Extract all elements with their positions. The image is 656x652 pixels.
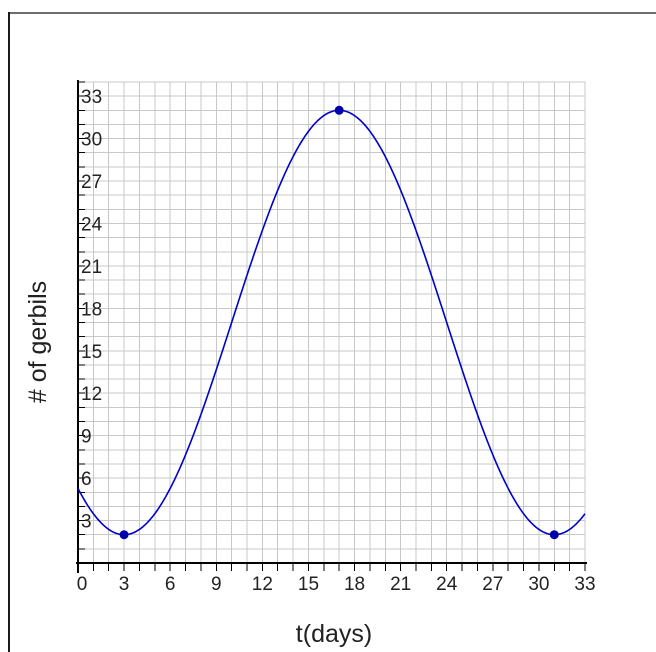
frame-top-border [8, 12, 656, 14]
x-axis-tick-label: 15 [298, 574, 319, 595]
y-axis-tick-label: 12 [81, 384, 102, 405]
y-axis-tick-label: 33 [81, 87, 102, 108]
x-axis-tick-label: 24 [436, 574, 458, 595]
y-axis-tick-label: 6 [81, 469, 92, 490]
series-layer [77, 105, 586, 540]
x-axis-tick-label: 21 [390, 574, 411, 595]
x-axis-tick-label: 0 [77, 574, 88, 595]
x-axis-tick-label: 3 [119, 574, 130, 595]
frame-left-border [8, 12, 10, 652]
x-axis-tick-label: 18 [344, 574, 365, 595]
x-axis-tick-label: 27 [482, 574, 503, 595]
y-axis-tick-label: 3 [81, 512, 92, 533]
x-axis-tick-label: 6 [165, 574, 176, 595]
x-axis-tick-label: 33 [574, 574, 595, 595]
series-line [77, 109, 586, 536]
axes [76, 80, 587, 573]
x-axis-tick-label: 30 [528, 574, 549, 595]
x-axis-tick-label: 9 [211, 574, 222, 595]
x-axis-tick-labels: 0 3 6 9 12 15 18 21 24 27 30 33 [77, 574, 596, 595]
y-axis-tick-label: 30 [81, 130, 102, 151]
x-axis-title: t(days) [296, 620, 372, 648]
y-axis-tick-label: 18 [81, 299, 102, 320]
y-axis-tick-label: 15 [81, 342, 102, 363]
data-point [119, 530, 129, 540]
data-point [549, 530, 559, 540]
y-axis-tick-label: 9 [81, 427, 92, 448]
x-axis-tick-label: 12 [252, 574, 273, 595]
y-axis-tick-label: 27 [81, 172, 102, 193]
y-axis-title: # of gerbils [24, 281, 52, 403]
y-axis-tick-labels: 3 6 9 12 15 18 21 24 27 30 33 [81, 87, 103, 532]
data-point [334, 105, 344, 115]
y-axis-tick-label: 24 [81, 214, 103, 235]
y-axis-tick-label: 21 [81, 257, 102, 278]
